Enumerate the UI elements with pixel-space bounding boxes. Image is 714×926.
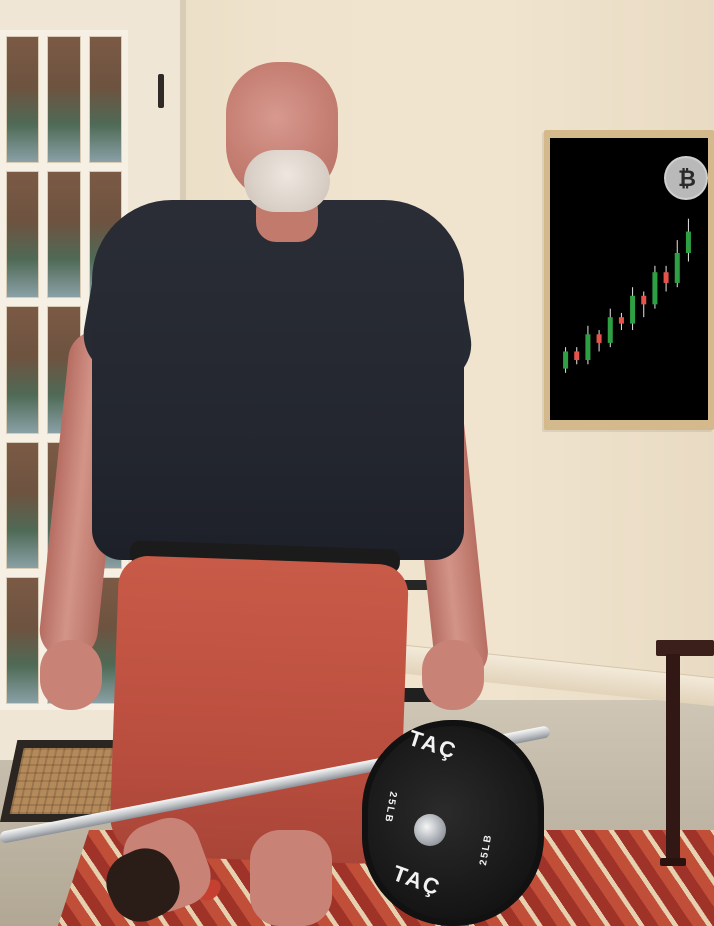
candle-body [685,231,691,253]
door-pane [6,441,40,569]
beard [244,150,330,212]
candle-body [563,351,569,369]
candle-body [641,295,647,305]
candle-body [607,317,613,343]
person [30,40,500,926]
candle-body [630,295,636,324]
candlestick-artwork: ₿ [563,156,708,373]
candle-body [574,351,580,361]
plate-hub [414,814,446,846]
door-pane [88,36,122,164]
door-pane [6,36,40,164]
table-foot [660,858,686,866]
table-leg [666,654,680,866]
side-table [656,640,714,870]
door-pane [47,36,81,164]
left-hand [40,640,102,710]
candle-body [585,334,591,361]
candle-body [652,272,658,305]
candle-body [674,252,680,283]
door-pane [6,171,40,299]
t-shirt [92,200,464,560]
door-hinge [158,74,164,108]
weight-plate [362,720,544,926]
svg-text:₿: ₿ [678,167,696,192]
door-pane [6,576,40,704]
barbell: TAÇ TAÇ 25LB 25LB [0,720,714,926]
candle-body [596,334,602,343]
table-top [656,640,714,656]
door-pane [6,306,40,434]
candle-body [663,272,669,283]
right-hand [422,640,484,710]
chart-artwork: ₿ [550,138,708,420]
door-pane [47,171,81,299]
bitcoin-icon: ₿ [664,156,708,200]
candle-body [618,317,624,324]
right-leg [250,830,332,926]
